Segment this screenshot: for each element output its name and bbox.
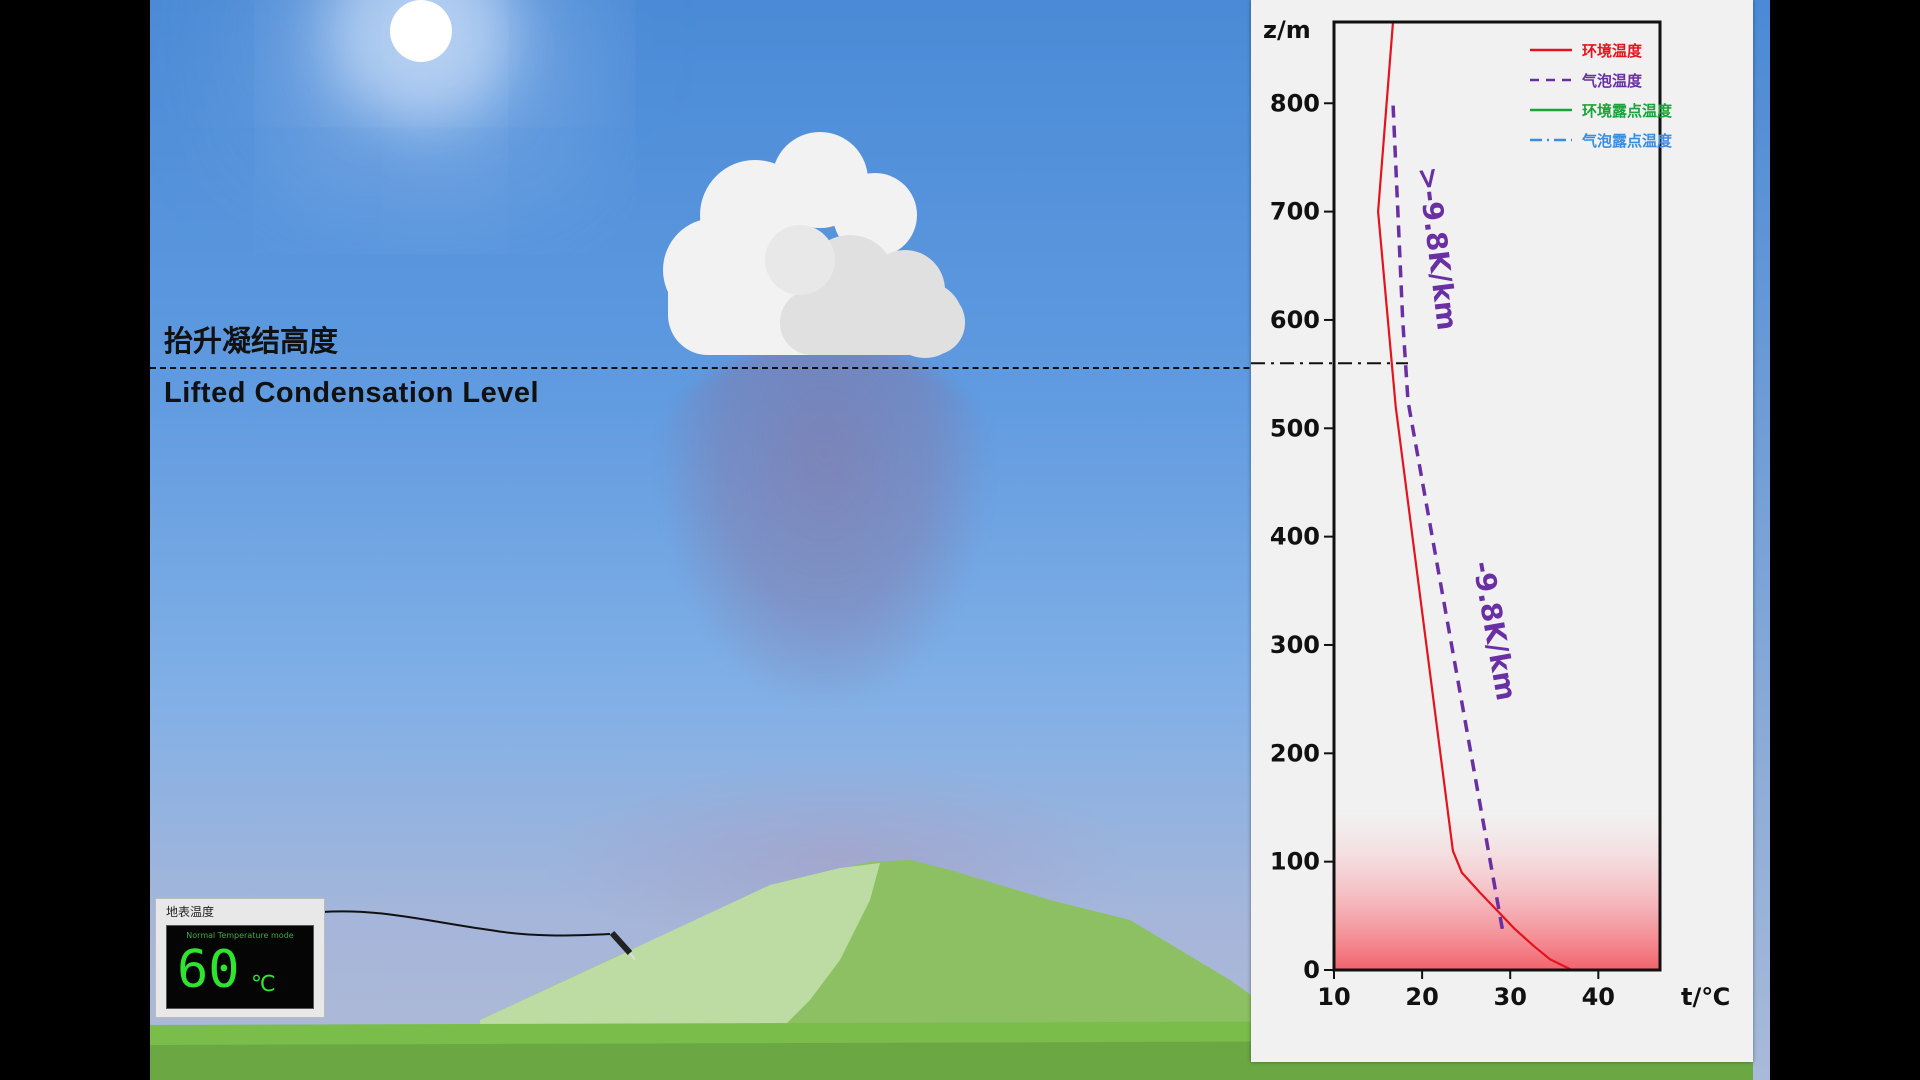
legend-label: 气泡温度 (1581, 72, 1643, 90)
cumulus-cloud (663, 132, 965, 358)
lcl-line (150, 367, 1420, 369)
sensor-wire (321, 910, 636, 961)
temperature-profile-panel: 0 100 200 300 400 500 600 700 800 10 20 30 40 z/m t/℃ … (1251, 0, 1753, 1062)
x-tick-label: 20 (1405, 983, 1438, 1011)
series-line-env-temp (1376, 21, 1660, 972)
thermometer-unit: ℃ (251, 972, 276, 997)
legend-label: 环境温度 (1582, 42, 1643, 60)
x-tick-label: 40 (1582, 983, 1615, 1011)
x-tick-label: 10 (1317, 983, 1350, 1011)
surface-thermometer: 地表温度 Normal Temperature mode 60 ℃ (155, 898, 325, 1018)
thermometer-display: Normal Temperature mode 60 ℃ (166, 925, 314, 1009)
y-axis-label: z/m (1263, 16, 1311, 44)
y-tick-label: 700 (1270, 198, 1320, 226)
y-tick-label: 100 (1270, 848, 1320, 876)
sun (390, 0, 452, 62)
slope-annotation-lower: -9.8K/km (1466, 558, 1523, 703)
y-tick-label: 0 (1303, 956, 1320, 984)
legend-label: 气泡露点温度 (1581, 132, 1673, 150)
scene-right-edge (1753, 0, 1770, 1080)
y-tick-label: 400 (1270, 523, 1320, 551)
y-tick-label: 500 (1270, 414, 1320, 442)
y-tick-label: 200 (1270, 739, 1320, 767)
warm-surface-band (1334, 807, 1660, 970)
series-line-parcel-temp (1391, 103, 1505, 930)
slope-annotation-upper: >-9.8K/km (1411, 165, 1464, 332)
thermometer-value: 60 (177, 940, 240, 1000)
plot-frame (1332, 20, 1662, 972)
x-tick-label: 30 (1494, 983, 1527, 1011)
x-axis-label: t/℃ (1681, 983, 1730, 1011)
legend-label: 环境露点温度 (1582, 102, 1673, 120)
y-tick-label: 300 (1270, 631, 1320, 659)
y-tick-label: 800 (1270, 89, 1320, 117)
thermometer-mode: Normal Temperature mode (186, 931, 294, 940)
lcl-label-en: Lifted Condensation Level (164, 377, 540, 409)
lcl-label-cn: 抬升凝结高度 (164, 324, 339, 358)
y-tick-label: 600 (1270, 306, 1320, 334)
thermometer-title: 地表温度 (166, 905, 215, 919)
